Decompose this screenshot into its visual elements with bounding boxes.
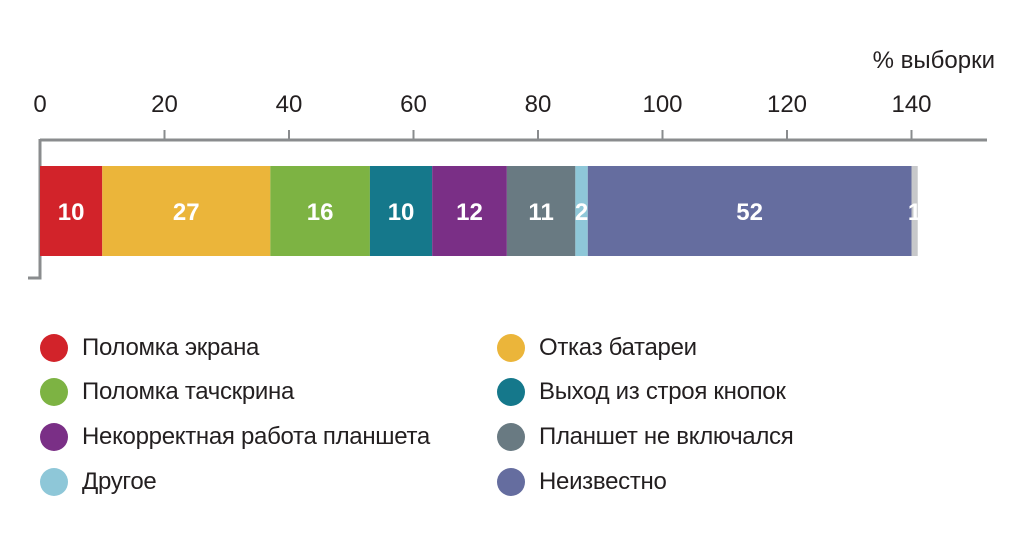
bar-segment [40, 166, 103, 256]
tick-label: 60 [400, 91, 427, 118]
bar-segment [506, 166, 576, 256]
bar-segment [270, 166, 370, 256]
bar-value-label: 10 [58, 199, 85, 226]
bar-value-label: 27 [173, 199, 200, 226]
bar-value-label: 16 [307, 199, 334, 226]
bar-value-label: 11 [528, 199, 553, 226]
bar-segment [102, 166, 271, 256]
bar-segment [911, 166, 918, 256]
bar-value-label: 12 [456, 199, 483, 226]
bar-segment [587, 166, 912, 256]
bar-segment [369, 166, 433, 256]
x-axis: 0 20 40 60 80 100 120 140 [28, 91, 987, 280]
bar-value-labels: 10 27 16 10 12 11 2 52 1 [58, 199, 922, 226]
tick-label: 20 [151, 91, 178, 118]
bar-value-label: 10 [388, 199, 415, 226]
bar-segment [575, 166, 588, 256]
tick-label: 0 [33, 91, 46, 118]
bar-segments [40, 166, 918, 256]
tick-label: 100 [642, 91, 682, 118]
tick-label: 80 [525, 91, 552, 118]
tick-label: 140 [891, 91, 931, 118]
axis-unit-label: % выборки [873, 47, 995, 74]
tick-label: 40 [276, 91, 303, 118]
tick-label: 120 [767, 91, 807, 118]
bar-value-label: 52 [736, 199, 763, 226]
bar-value-label: 2 [575, 199, 588, 226]
bar-segment [432, 166, 507, 256]
bar-value-label: 1 [908, 199, 921, 226]
